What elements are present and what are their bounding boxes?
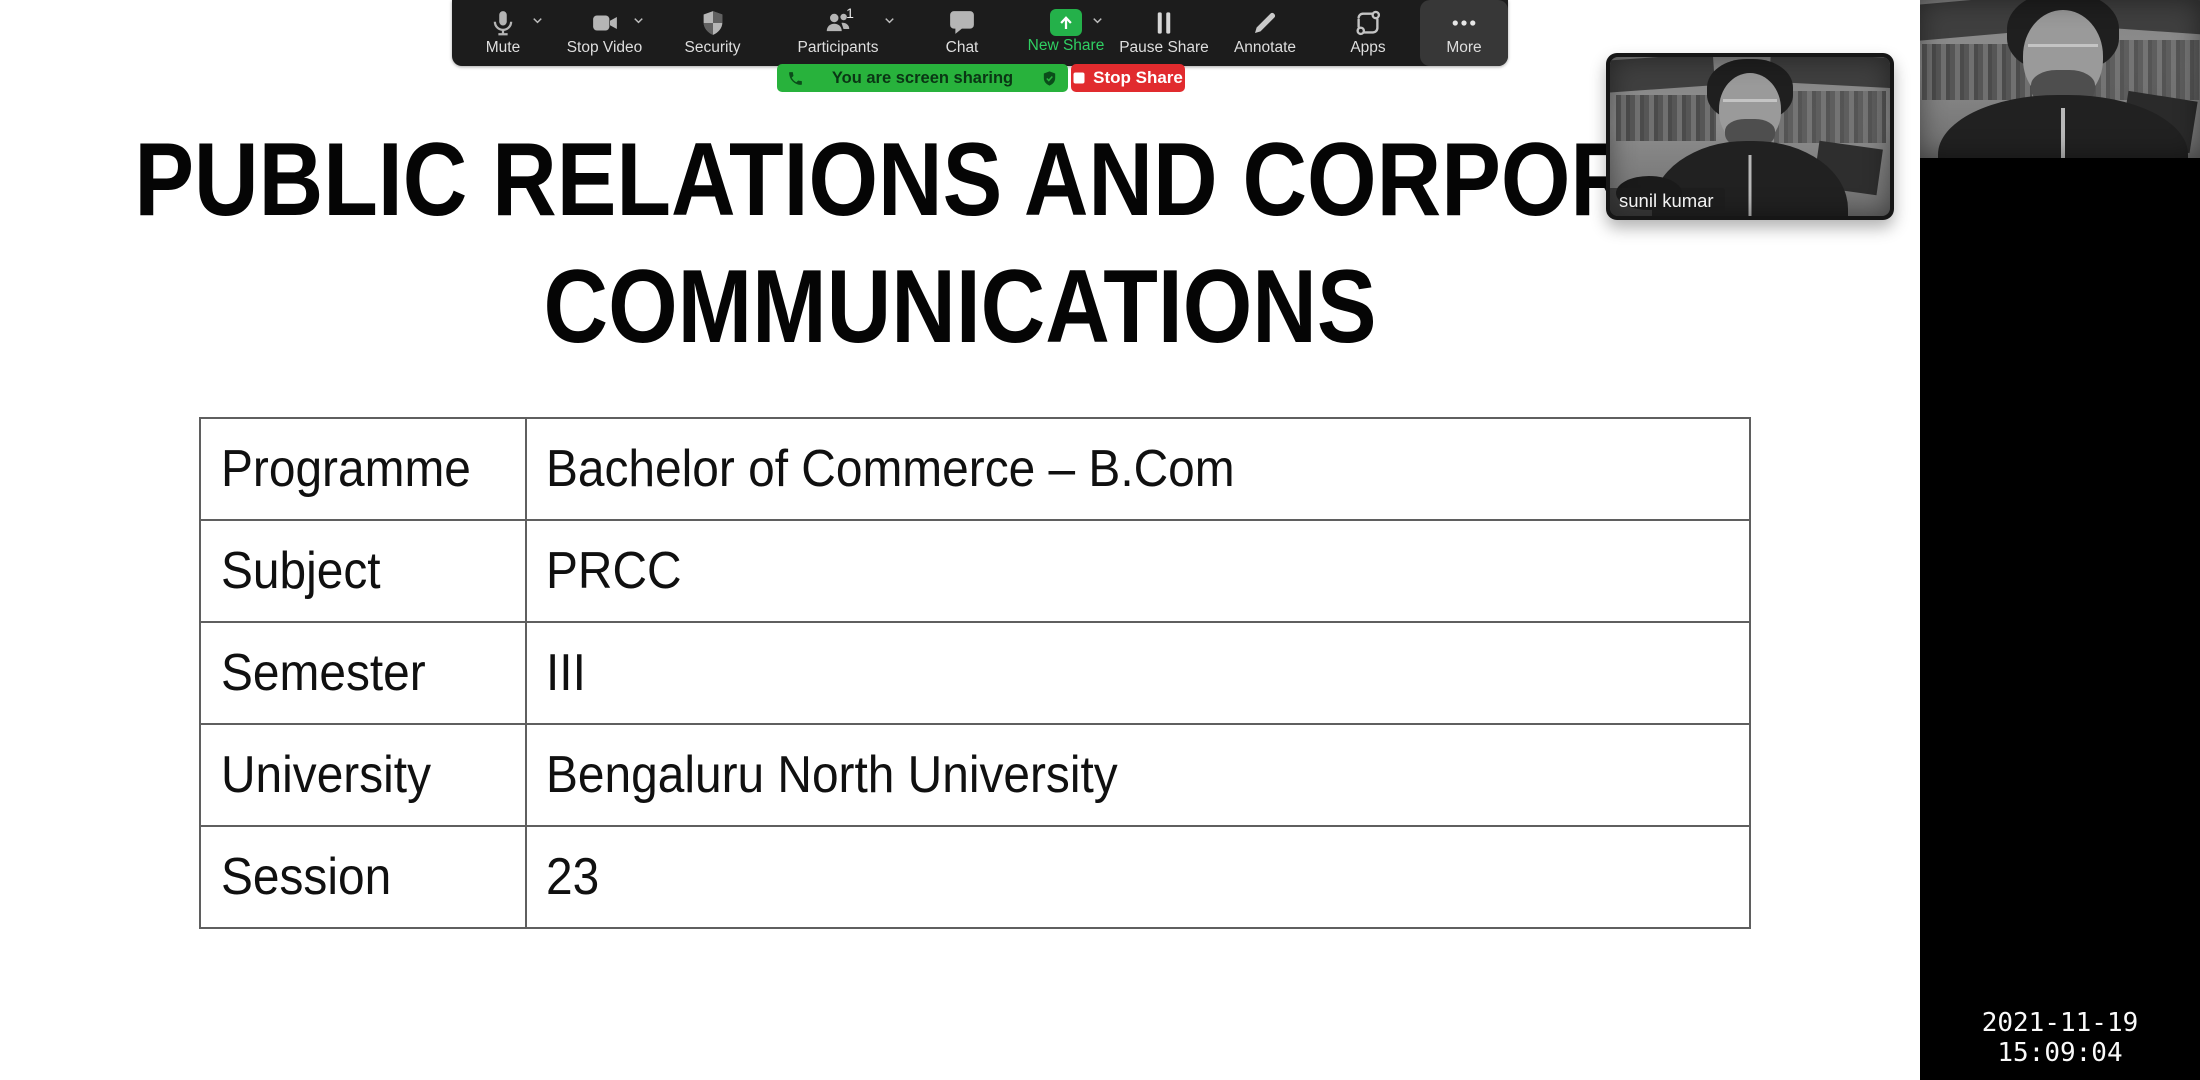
pause-icon (1157, 12, 1171, 34)
shared-screen-slide: PUBLIC RELATIONS AND CORPORATE COMMUNICA… (0, 0, 1920, 1080)
row-value: 23 (525, 825, 1751, 929)
pause-share-label: Pause Share (1119, 39, 1209, 56)
pause-share-button[interactable]: Pause Share (1114, 0, 1214, 66)
webcam-scene: sunil kumar (1610, 57, 1890, 216)
participants-label: Participants (797, 39, 879, 56)
participant-name-label: sunil kumar (1610, 188, 1725, 216)
security-shield-icon (703, 11, 722, 35)
zoom-toolbar: Mute Stop Video Security (452, 0, 1508, 66)
speaker-video-strip: 2021-11-19 15:09:04 (1920, 0, 2200, 1080)
participants-count-badge: 1 (846, 5, 854, 21)
row-value: Bachelor of Commerce – B.Com (525, 417, 1751, 521)
stop-share-label: Stop Share (1093, 68, 1183, 87)
row-value: PRCC (525, 519, 1751, 623)
webcam-scene (1920, 0, 2200, 158)
chevron-down-icon[interactable] (530, 13, 545, 28)
mute-label: Mute (485, 39, 521, 56)
shield-check-icon (1043, 70, 1056, 86)
table-row: University Bengaluru North University (199, 723, 1751, 827)
row-value: Bengaluru North University (525, 723, 1751, 827)
table-row: Programme Bachelor of Commerce – B.Com (199, 417, 1751, 521)
share-banner: You are screen sharing Stop Share (777, 64, 1185, 92)
apps-button[interactable]: Apps (1316, 0, 1420, 66)
ellipsis-icon (1452, 20, 1476, 26)
slide-title-line2: COMMUNICATIONS (543, 249, 1377, 365)
security-label: Security (684, 39, 741, 56)
chat-label: Chat (945, 39, 979, 56)
row-label: Semester (199, 621, 527, 725)
table-row: Session 23 (199, 825, 1751, 929)
annotate-label: Annotate (1233, 39, 1297, 56)
chat-button[interactable]: Chat (906, 0, 1018, 66)
row-value: III (525, 621, 1751, 725)
video-camera-icon (592, 15, 617, 31)
more-button[interactable]: More (1420, 0, 1508, 66)
stop-video-button[interactable]: Stop Video (554, 0, 655, 66)
apps-icon (1356, 10, 1381, 36)
stop-share-button[interactable]: Stop Share (1071, 64, 1185, 92)
new-share-label: New Share (1027, 37, 1105, 54)
microphone-icon (493, 11, 513, 36)
slide-title-line1: PUBLIC RELATIONS AND CORPORATE (134, 122, 1808, 238)
table-row: Subject PRCC (199, 519, 1751, 623)
new-share-button[interactable]: New Share (1018, 0, 1114, 66)
annotate-button[interactable]: Annotate (1214, 0, 1316, 66)
chevron-down-icon[interactable] (1090, 13, 1105, 28)
more-label: More (1446, 39, 1482, 56)
pencil-icon (1255, 12, 1276, 33)
participants-button[interactable]: 1 Participants (770, 0, 906, 66)
screen-sharing-message: You are screen sharing (831, 68, 1014, 87)
slide-title: PUBLIC RELATIONS AND CORPORATE COMMUNICA… (0, 117, 1920, 371)
phone-icon (789, 71, 802, 85)
course-info-table: Programme Bachelor of Commerce – B.Com S… (199, 417, 1751, 929)
screen-sharing-status: You are screen sharing (777, 64, 1068, 92)
table-row: Semester III (199, 621, 1751, 725)
recording-timestamp: 2021-11-19 15:09:04 (1981, 1008, 2139, 1068)
row-label: Subject (199, 519, 527, 623)
share-screen-icon (1050, 9, 1082, 36)
stop-video-label: Stop Video (566, 39, 643, 56)
row-label: Programme (199, 417, 527, 521)
participants-icon (826, 13, 850, 32)
chevron-down-icon[interactable] (631, 13, 646, 28)
speaker-video (1920, 0, 2200, 158)
chat-bubble-icon (950, 11, 974, 34)
security-button[interactable]: Security (655, 0, 770, 66)
participant-video-thumbnail[interactable]: sunil kumar (1606, 53, 1894, 220)
stop-square-icon (1073, 72, 1085, 84)
row-label: University (199, 723, 527, 827)
chevron-down-icon[interactable] (882, 13, 897, 28)
row-label: Session (199, 825, 527, 929)
apps-label: Apps (1350, 39, 1386, 56)
mute-button[interactable]: Mute (452, 0, 554, 66)
